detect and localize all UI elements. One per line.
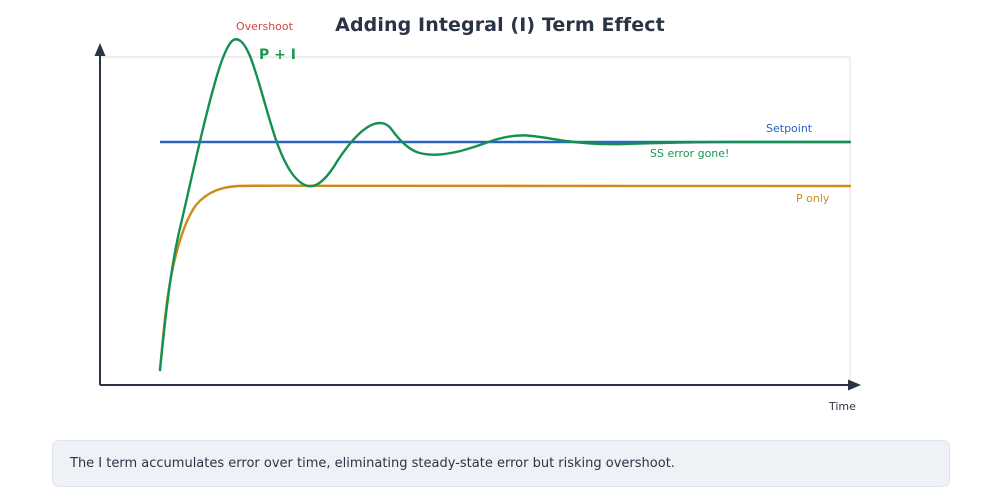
caption-text: The I term accumulates error over time, … xyxy=(70,456,675,471)
annotation-p-plus-i: P + I xyxy=(259,47,296,63)
plot-area-border xyxy=(100,56,851,385)
p-plus-i-curve xyxy=(158,38,852,372)
caption-box: The I term accumulates error over time, … xyxy=(52,440,950,487)
annotation-p-only: P only xyxy=(796,192,830,205)
annotation-setpoint: Setpoint xyxy=(766,122,813,135)
chart-title: Adding Integral (I) Term Effect xyxy=(335,14,665,36)
annotation-overshoot: Overshoot xyxy=(236,20,293,33)
x-axis-arrowhead xyxy=(848,379,861,391)
p-only-curve xyxy=(158,184,852,372)
y-axis-arrowhead xyxy=(94,43,106,56)
x-axis-label: Time xyxy=(829,400,856,413)
annotation-ss-error-gone: SS error gone! xyxy=(650,147,730,160)
